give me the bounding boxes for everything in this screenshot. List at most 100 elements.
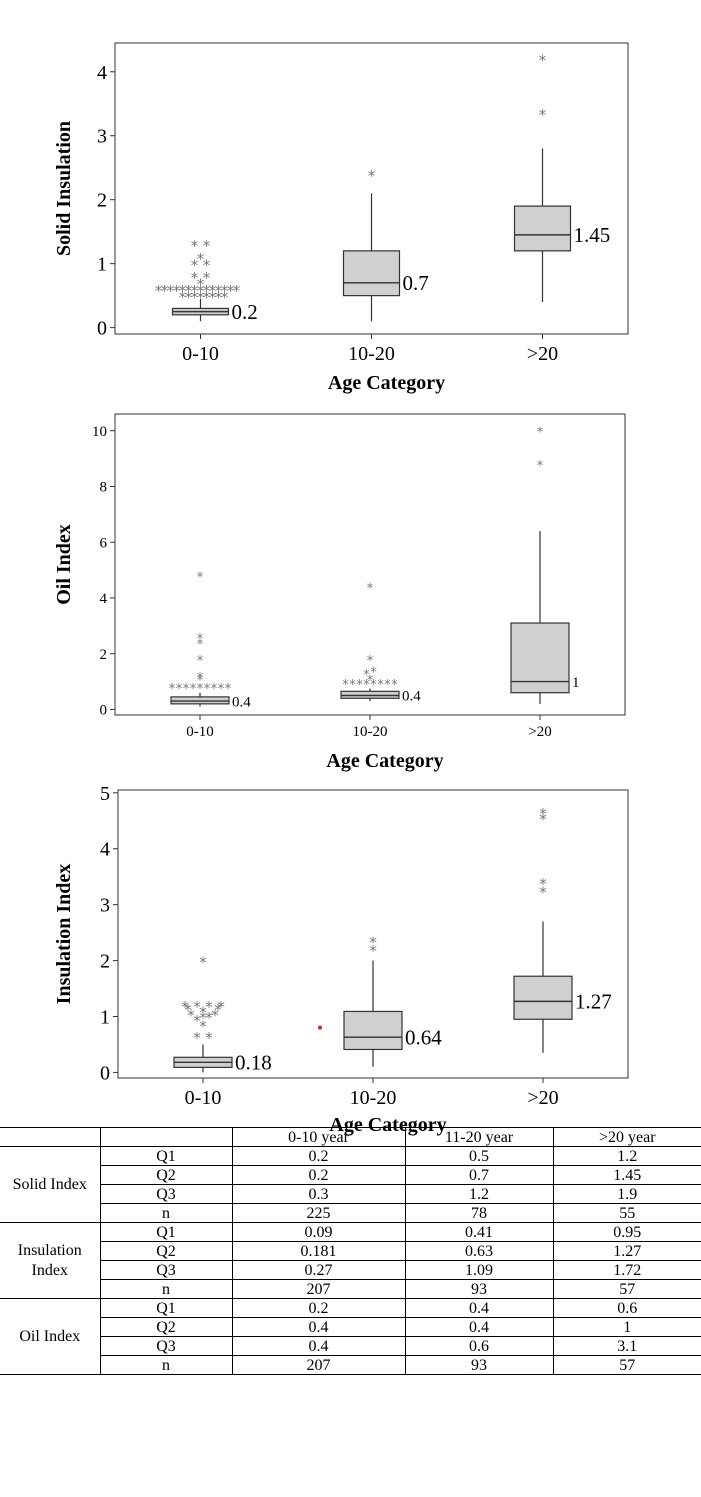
outlier-point: * xyxy=(197,637,204,652)
outlier-point: * xyxy=(197,282,205,300)
y-axis-title: Oil Index xyxy=(53,524,75,605)
x-axis-title: Age Category xyxy=(326,750,443,772)
outlier-point: * xyxy=(197,276,205,294)
outlier-point: * xyxy=(218,682,225,697)
x-tick-label: 10-20 xyxy=(350,1087,397,1109)
mean-marker xyxy=(318,1025,322,1030)
table-cell: 0.5 xyxy=(404,1146,554,1166)
outlier-point: * xyxy=(233,282,241,300)
table-cell: 93 xyxy=(404,1279,554,1299)
table-stat-label: Q1 xyxy=(99,1298,233,1318)
table-cell: 207 xyxy=(231,1355,406,1375)
table-header-11-20: 11-20 year xyxy=(404,1127,554,1147)
outlier-point: * xyxy=(193,998,201,1016)
outlier-point: * xyxy=(205,1029,213,1047)
outlier-point: * xyxy=(225,682,232,697)
outlier-point: * xyxy=(363,668,370,683)
median-label: 0.4 xyxy=(232,694,251,710)
outlier-point: * xyxy=(197,671,204,686)
iqr-box xyxy=(513,205,572,252)
outlier-point: * xyxy=(185,282,193,300)
table-row: Q2 0.181 0.63 1.27 xyxy=(0,1241,701,1261)
outlier-point: * xyxy=(190,682,197,697)
table-stat-label: n xyxy=(99,1355,233,1375)
outlier-point: * xyxy=(155,282,163,300)
outlier-point: * xyxy=(191,237,199,255)
table-stat-label: Q3 xyxy=(99,1184,233,1204)
outlier-point: * xyxy=(203,288,211,306)
table-stat-label: Q1 xyxy=(99,1146,233,1166)
table-group-label: Insulation Index xyxy=(0,1222,101,1299)
iqr-box xyxy=(342,250,401,297)
table-cell: 0.2 xyxy=(231,1146,406,1166)
y-tick-label: 3 xyxy=(97,126,107,148)
x-tick-label: 0-10 xyxy=(182,343,219,365)
x-tick-label: >20 xyxy=(528,724,551,740)
y-tick-label: 4 xyxy=(100,591,108,607)
outlier-point: * xyxy=(537,459,544,474)
outlier-point: * xyxy=(187,1006,195,1024)
y-tick-label: 4 xyxy=(97,62,107,84)
table-cell: 55 xyxy=(552,1203,701,1223)
outlier-point: * xyxy=(367,654,374,669)
x-tick-label: 0-10 xyxy=(185,1087,222,1109)
table-header-row: 0-10 year 11-20 year >20 year xyxy=(0,1127,701,1147)
y-tick-label: 2 xyxy=(100,951,110,973)
table-cell: 57 xyxy=(552,1279,701,1299)
table-cell: 0.95 xyxy=(552,1222,701,1242)
outlier-point: * xyxy=(173,282,181,300)
y-tick-label: 1 xyxy=(97,254,107,276)
outlier-point: * xyxy=(391,678,398,693)
table-cell: 0.27 xyxy=(231,1260,406,1280)
outlier-point: * xyxy=(197,674,204,689)
outlier-point: * xyxy=(356,678,363,693)
table-cell: 0.6 xyxy=(552,1298,701,1318)
table-stat-label: n xyxy=(99,1279,233,1299)
outlier-point: * xyxy=(537,426,544,441)
outlier-point: * xyxy=(539,883,547,901)
table-cell: 0.3 xyxy=(231,1184,406,1204)
outlier-point: * xyxy=(181,998,189,1016)
outlier-point: * xyxy=(211,682,218,697)
table-cell: 1.9 xyxy=(552,1184,701,1204)
solid-insulation-boxplot: 0 1 2 3 4 0-10 10-20 >20 Age Category Solid Insul… xyxy=(53,42,629,394)
outlier-point: * xyxy=(204,682,211,697)
iqr-box xyxy=(513,975,573,1020)
outlier-point: * xyxy=(369,942,377,960)
outlier-point: * xyxy=(185,288,193,306)
x-tick-label: >20 xyxy=(527,343,558,365)
table-stat-label: Q2 xyxy=(99,1317,233,1337)
outlier-point: * xyxy=(221,288,229,306)
x-tick-label: >20 xyxy=(527,1087,558,1109)
outlier-point: * xyxy=(539,52,547,70)
y-tick-label: 2 xyxy=(97,190,107,212)
outlier-point: * xyxy=(167,282,175,300)
table-cell: 1.2 xyxy=(404,1184,554,1204)
outlier-point: * xyxy=(363,678,370,693)
outlier-point: * xyxy=(183,682,190,697)
table-header-0-10: 0-10 year xyxy=(231,1127,406,1147)
outlier-point: * xyxy=(205,1009,213,1027)
table-stat-label: Q1 xyxy=(99,1222,233,1242)
table-stat-label: Q2 xyxy=(99,1241,233,1261)
outlier-point: * xyxy=(191,288,199,306)
x-tick-label: 0-10 xyxy=(186,724,214,740)
table-cell: 0.63 xyxy=(404,1241,554,1261)
median-label: 0.4 xyxy=(402,689,421,705)
table-row: Oil Index Q1 0.2 0.4 0.6 xyxy=(0,1298,701,1375)
outlier-point: * xyxy=(370,665,377,680)
outlier-point: * xyxy=(203,237,211,255)
outlier-point: * xyxy=(169,682,176,697)
outlier-point: * xyxy=(214,1001,222,1019)
table-header-stat xyxy=(99,1127,233,1147)
table-group-label: Solid Index xyxy=(0,1146,101,1223)
y-tick-label: 0 xyxy=(100,703,108,719)
median-label: 0.7 xyxy=(403,271,429,295)
table-stat-label: Q3 xyxy=(99,1260,233,1280)
table-cell: 0.6 xyxy=(404,1336,554,1356)
table-cell: 3.1 xyxy=(552,1336,701,1356)
outlier-point: * xyxy=(203,282,211,300)
table-cell: 0.2 xyxy=(231,1165,406,1185)
table-cell: 1.27 xyxy=(552,1241,701,1261)
